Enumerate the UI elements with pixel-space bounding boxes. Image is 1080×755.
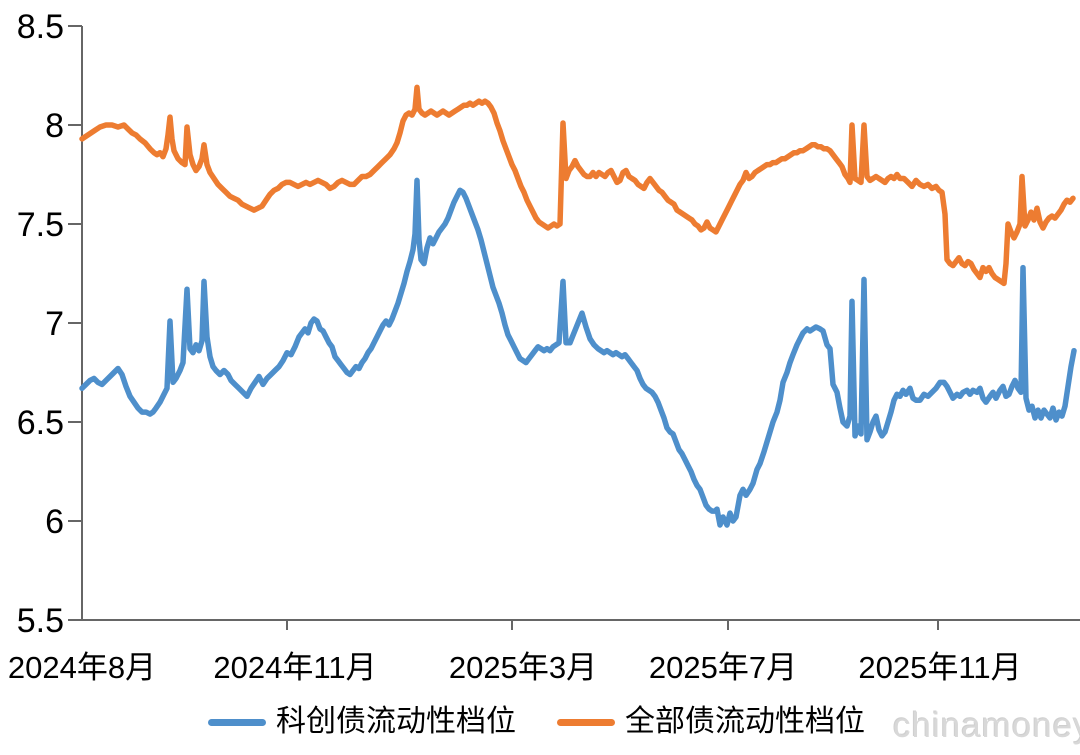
y-axis-label: 8 [45, 107, 64, 145]
x-axis-label: 2025年3月 [449, 650, 597, 685]
legend-item-sci-tech-bond: 科创债流动性档位 [208, 703, 516, 741]
y-axis-label: 8.5 [17, 8, 64, 46]
orange-line-swatch-icon [557, 718, 615, 726]
legend-item-all-bond: 全部债流动性档位 [557, 703, 865, 741]
legend-label-all-bond: 全部债流动性档位 [625, 705, 865, 738]
series-line-sci-tech-bond [79, 177, 1077, 528]
x-axis-label: 2024年11月 [213, 650, 376, 685]
x-axis-label: 2025年7月 [649, 650, 797, 685]
y-axis-label: 7 [45, 305, 64, 343]
legend: 科创债流动性档位 全部债流动性档位 [0, 703, 1080, 745]
y-axis-label: 6.5 [17, 404, 64, 442]
watermark-chinamoney: chinamoney [893, 706, 1080, 745]
x-axis-label: 2024年8月 [8, 650, 156, 685]
x-axis-label: 2025年11月 [858, 650, 1021, 685]
legend-label-sci-tech-bond: 科创债流动性档位 [276, 705, 516, 738]
blue-line-swatch-icon [208, 718, 266, 726]
y-axis-label: 5.5 [17, 602, 64, 640]
y-axis-label: 6 [45, 503, 64, 541]
series-line-all-bond [79, 84, 1076, 287]
y-axis-label: 7.5 [17, 206, 64, 244]
